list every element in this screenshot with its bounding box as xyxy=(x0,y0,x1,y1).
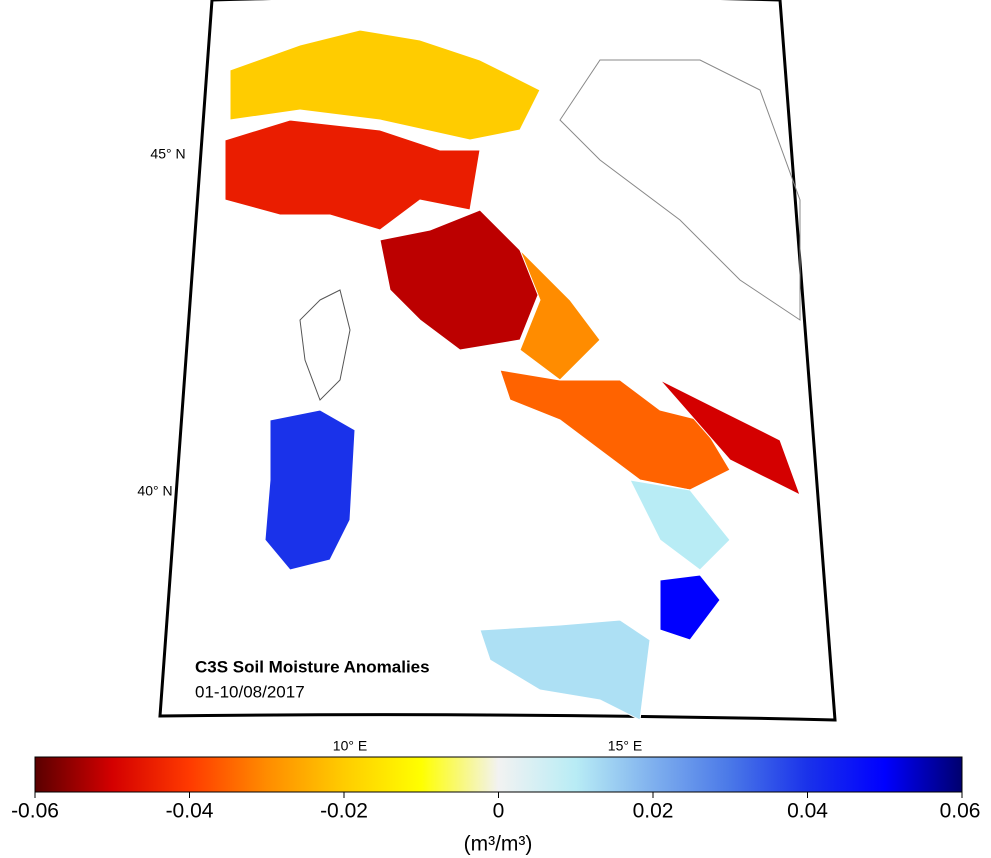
colorbar-tick-label: 0.06 xyxy=(940,800,981,823)
anomaly-region xyxy=(264,409,356,571)
anomaly-region xyxy=(659,574,721,641)
colorbar-tick-label: 0 xyxy=(493,800,505,823)
anomaly-region xyxy=(479,619,651,721)
map-date: 01-10/08/2017 xyxy=(195,682,305,701)
colorbar xyxy=(34,756,963,793)
colorbar-tick-label: 0.04 xyxy=(787,800,828,823)
colorbar-label: (m³/m³) xyxy=(464,833,533,856)
map-title: C3S Soil Moisture Anomalies xyxy=(195,657,430,676)
corsica-outline xyxy=(299,289,351,401)
lat-label: 40° N xyxy=(137,483,172,499)
anomaly-cells xyxy=(224,29,801,721)
lon-label: 10° E xyxy=(333,738,367,754)
anomaly-region xyxy=(379,209,541,351)
colorbar-tick-label: 0.02 xyxy=(633,800,674,823)
anomaly-region xyxy=(629,479,731,571)
lat-label: 45° N xyxy=(150,146,185,162)
anomaly-region xyxy=(224,119,481,231)
coastline-balkans xyxy=(559,59,801,321)
anomaly-region xyxy=(499,369,731,491)
lon-label: 15° E xyxy=(608,738,642,754)
colorbar-tick-label: -0.06 xyxy=(11,800,59,823)
anomaly-region xyxy=(659,379,801,497)
colorbar-ticks: -0.06 -0.04 -0.02 0 0.02 0.04 0.06 xyxy=(11,792,980,823)
anomaly-region xyxy=(229,29,541,141)
colorbar-tick-label: -0.02 xyxy=(320,800,368,823)
colorbar-tick-label: -0.04 xyxy=(166,800,214,823)
